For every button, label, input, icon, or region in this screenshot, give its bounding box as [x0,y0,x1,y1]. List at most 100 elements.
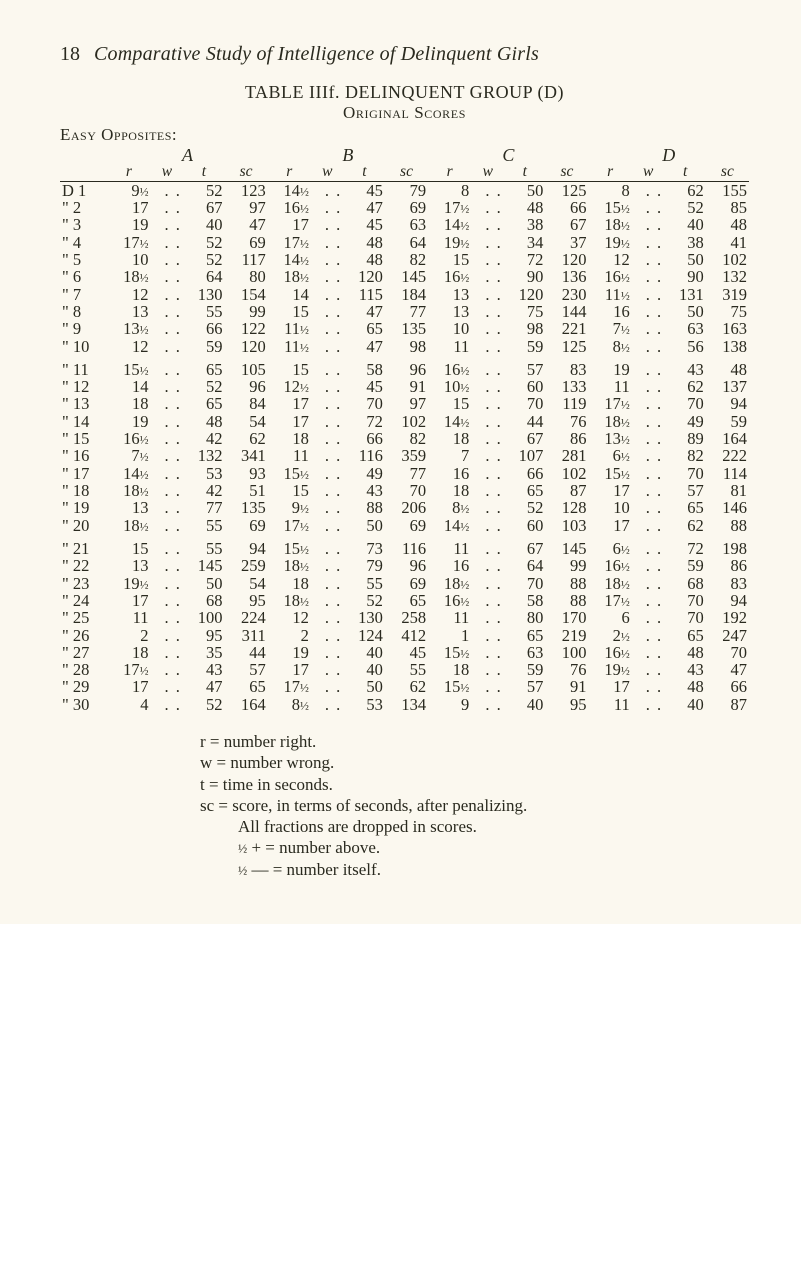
cell-B-t: 88 [344,499,385,516]
cell-C-sc: 102 [545,465,588,482]
cell-D-t: 82 [665,447,706,464]
cell-C-w: . . [471,181,504,199]
cell-C-sc: 144 [545,303,588,320]
cell-A-r: 14½ [107,465,150,482]
cell-C-r: 14½ [428,517,471,534]
cell-C-w: . . [471,303,504,320]
cell-B-r: 18½ [268,268,311,285]
cell-A-sc: 105 [225,355,268,378]
col-sc: sc [385,164,428,181]
row-label: " 27 [60,644,107,661]
cell-D-sc: 319 [706,286,749,303]
row-label: " 26 [60,627,107,644]
cell-C-w: . . [471,251,504,268]
cell-B-r: 11½ [268,338,311,355]
cell-C-w: . . [471,338,504,355]
cell-D-w: . . [632,661,665,678]
cell-D-sc: 85 [706,199,749,216]
col-r: r [268,164,311,181]
cell-B-r: 15½ [268,465,311,482]
cell-C-sc: 125 [545,338,588,355]
cell-A-r: 19 [107,216,150,233]
cell-D-r: 2½ [589,627,632,644]
cell-D-w: . . [632,199,665,216]
cell-A-w: . . [150,447,183,464]
cell-B-t: 115 [344,286,385,303]
cell-B-sc: 79 [385,181,428,199]
group-A: A [107,146,267,165]
cell-A-t: 65 [183,355,224,378]
cell-A-w: . . [150,534,183,557]
table-row: " 2917. .476517½. .506215½. .579117. .48… [60,678,749,695]
cell-C-sc: 88 [545,575,588,592]
cell-B-t: 73 [344,534,385,557]
cell-D-sc: 70 [706,644,749,661]
table-row: " 1419. .485417. .7210214½. .447618½. .4… [60,413,749,430]
cell-A-sc: 96 [225,378,268,395]
col-sc: sc [225,164,268,181]
cell-C-r: 14½ [428,216,471,233]
cell-B-sc: 145 [385,268,428,285]
row-label: " 12 [60,378,107,395]
cell-B-w: . . [311,517,344,534]
cell-D-sc: 247 [706,627,749,644]
row-label: " 2 [60,199,107,216]
row-label: " 25 [60,609,107,626]
cell-B-sc: 77 [385,303,428,320]
cell-C-sc: 136 [545,268,588,285]
cell-C-r: 10 [428,320,471,337]
cell-D-w: . . [632,395,665,412]
cell-D-t: 70 [665,592,706,609]
cell-D-w: . . [632,251,665,268]
cell-A-w: . . [150,378,183,395]
cell-C-t: 70 [504,395,545,412]
cell-B-sc: 65 [385,592,428,609]
cell-D-t: 70 [665,395,706,412]
cell-A-sc: 93 [225,465,268,482]
cell-D-r: 15½ [589,465,632,482]
cell-A-t: 52 [183,234,224,251]
cell-B-w: . . [311,181,344,199]
cell-A-w: . . [150,678,183,695]
cell-B-t: 45 [344,378,385,395]
running-head: 18 Comparative Study of Intelligence of … [60,44,749,65]
cell-B-r: 17½ [268,517,311,534]
cell-C-w: . . [471,557,504,574]
cell-D-sc: 88 [706,517,749,534]
table-row: " 2718. .354419. .404515½. .6310016½. .4… [60,644,749,661]
table-row: " 2511. .10022412. .13025811. .801706. .… [60,609,749,626]
cell-C-t: 65 [504,482,545,499]
row-label: " 29 [60,678,107,695]
cell-B-sc: 412 [385,627,428,644]
cell-B-t: 66 [344,430,385,447]
cell-B-w: . . [311,303,344,320]
cell-B-w: . . [311,413,344,430]
cell-D-r: 19½ [589,661,632,678]
cell-B-r: 18½ [268,592,311,609]
cell-C-w: . . [471,430,504,447]
cell-D-w: . . [632,678,665,695]
cell-B-r: 8½ [268,696,311,713]
cell-B-sc: 102 [385,413,428,430]
cell-C-sc: 219 [545,627,588,644]
cell-A-r: 16½ [107,430,150,447]
cell-A-w: . . [150,216,183,233]
cell-B-w: . . [311,678,344,695]
cell-D-w: . . [632,181,665,199]
cell-B-t: 116 [344,447,385,464]
table-row: " 2319½. .505418. .556918½. .708818½. .6… [60,575,749,592]
cell-B-w: . . [311,234,344,251]
cell-C-r: 17½ [428,199,471,216]
cell-B-t: 47 [344,338,385,355]
cell-B-r: 14½ [268,181,311,199]
cell-C-w: . . [471,413,504,430]
row-label: " 10 [60,338,107,355]
cell-C-sc: 66 [545,199,588,216]
cell-B-r: 15 [268,303,311,320]
cell-B-t: 124 [344,627,385,644]
cell-A-r: 9½ [107,181,150,199]
col-w: w [311,164,344,181]
cell-C-r: 18 [428,482,471,499]
cell-A-t: 52 [183,378,224,395]
cell-D-r: 13½ [589,430,632,447]
